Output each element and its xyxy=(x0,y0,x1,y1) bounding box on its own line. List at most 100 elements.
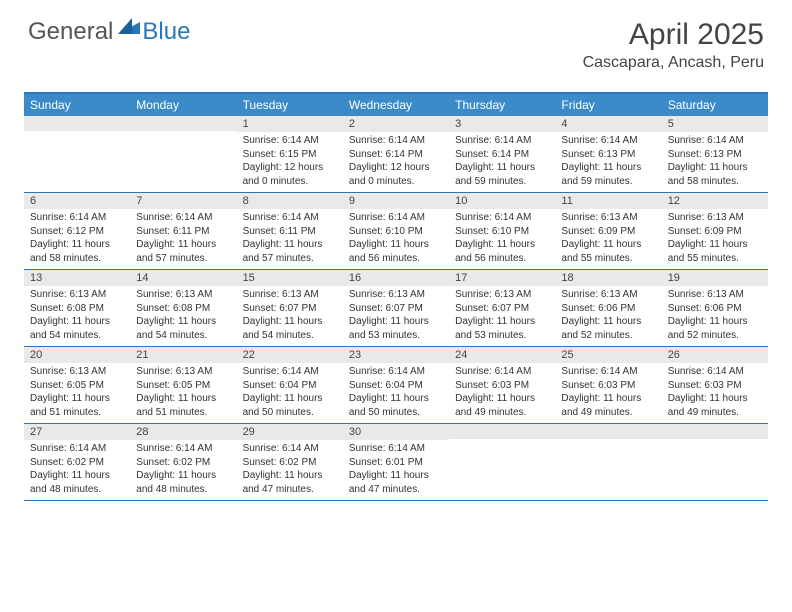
sunrise-text: Sunrise: 6:13 AM xyxy=(668,211,762,225)
day-content xyxy=(449,439,555,445)
daylight-text: Daylight: 11 hours and 58 minutes. xyxy=(30,238,124,265)
week-row: 13Sunrise: 6:13 AMSunset: 6:08 PMDayligh… xyxy=(24,270,768,347)
sunset-text: Sunset: 6:07 PM xyxy=(455,302,549,316)
daylight-text: Daylight: 11 hours and 57 minutes. xyxy=(136,238,230,265)
sunrise-text: Sunrise: 6:14 AM xyxy=(349,134,443,148)
sunset-text: Sunset: 6:03 PM xyxy=(668,379,762,393)
sunrise-text: Sunrise: 6:14 AM xyxy=(455,211,549,225)
day-number: 11 xyxy=(555,193,661,209)
sunset-text: Sunset: 6:10 PM xyxy=(455,225,549,239)
day-cell: 4Sunrise: 6:14 AMSunset: 6:13 PMDaylight… xyxy=(555,116,661,192)
calendar: Sunday Monday Tuesday Wednesday Thursday… xyxy=(24,92,768,501)
day-cell: 8Sunrise: 6:14 AMSunset: 6:11 PMDaylight… xyxy=(237,193,343,269)
day-content: Sunrise: 6:14 AMSunset: 6:10 PMDaylight:… xyxy=(449,209,555,269)
sunset-text: Sunset: 6:12 PM xyxy=(30,225,124,239)
page-title: April 2025 xyxy=(583,18,764,52)
day-number: 5 xyxy=(662,116,768,132)
day-cell: 6Sunrise: 6:14 AMSunset: 6:12 PMDaylight… xyxy=(24,193,130,269)
day-number: 30 xyxy=(343,424,449,440)
day-header: Wednesday xyxy=(343,94,449,116)
sunset-text: Sunset: 6:14 PM xyxy=(349,148,443,162)
sunset-text: Sunset: 6:03 PM xyxy=(561,379,655,393)
day-cell: 5Sunrise: 6:14 AMSunset: 6:13 PMDaylight… xyxy=(662,116,768,192)
weeks-container: 1Sunrise: 6:14 AMSunset: 6:15 PMDaylight… xyxy=(24,116,768,501)
sunset-text: Sunset: 6:07 PM xyxy=(349,302,443,316)
daylight-text: Daylight: 11 hours and 47 minutes. xyxy=(349,469,443,496)
daylight-text: Daylight: 11 hours and 53 minutes. xyxy=(455,315,549,342)
day-number: 27 xyxy=(24,424,130,440)
day-content: Sunrise: 6:14 AMSunset: 6:02 PMDaylight:… xyxy=(24,440,130,500)
day-number: 24 xyxy=(449,347,555,363)
sunrise-text: Sunrise: 6:14 AM xyxy=(561,365,655,379)
sunset-text: Sunset: 6:06 PM xyxy=(668,302,762,316)
day-cell: 20Sunrise: 6:13 AMSunset: 6:05 PMDayligh… xyxy=(24,347,130,423)
daylight-text: Daylight: 11 hours and 52 minutes. xyxy=(668,315,762,342)
daylight-text: Daylight: 11 hours and 57 minutes. xyxy=(243,238,337,265)
day-content xyxy=(555,439,661,445)
day-content: Sunrise: 6:14 AMSunset: 6:03 PMDaylight:… xyxy=(662,363,768,423)
sunrise-text: Sunrise: 6:13 AM xyxy=(243,288,337,302)
sunset-text: Sunset: 6:11 PM xyxy=(136,225,230,239)
daylight-text: Daylight: 11 hours and 50 minutes. xyxy=(349,392,443,419)
sunset-text: Sunset: 6:02 PM xyxy=(30,456,124,470)
sunrise-text: Sunrise: 6:14 AM xyxy=(136,211,230,225)
daylight-text: Daylight: 11 hours and 51 minutes. xyxy=(136,392,230,419)
day-content: Sunrise: 6:14 AMSunset: 6:11 PMDaylight:… xyxy=(237,209,343,269)
day-content: Sunrise: 6:14 AMSunset: 6:15 PMDaylight:… xyxy=(237,132,343,192)
day-header: Saturday xyxy=(662,94,768,116)
daylight-text: Daylight: 12 hours and 0 minutes. xyxy=(243,161,337,188)
sunrise-text: Sunrise: 6:14 AM xyxy=(243,365,337,379)
day-cell: 19 Sunrise: 6:13 AMSunset: 6:06 PMDayligh… xyxy=(662,270,768,346)
day-cell: 28Sunrise: 6:14 AMSunset: 6:02 PMDayligh… xyxy=(130,424,236,500)
day-number: 3 xyxy=(449,116,555,132)
day-number: 12 xyxy=(662,193,768,209)
day-content: Sunrise: 6:14 AMSunset: 6:13 PMDaylight:… xyxy=(662,132,768,192)
daylight-text: Daylight: 11 hours and 54 minutes. xyxy=(243,315,337,342)
daylight-text: Daylight: 11 hours and 58 minutes. xyxy=(668,161,762,188)
sunrise-text: Sunrise: 6:14 AM xyxy=(349,211,443,225)
day-header: Tuesday xyxy=(237,94,343,116)
sunrise-text: Sunrise: 6:14 AM xyxy=(349,365,443,379)
sunset-text: Sunset: 6:05 PM xyxy=(30,379,124,393)
day-header: Friday xyxy=(555,94,661,116)
logo-mark-icon xyxy=(118,18,140,39)
sunset-text: Sunset: 6:04 PM xyxy=(349,379,443,393)
sunrise-text: Sunrise: 6:14 AM xyxy=(455,134,549,148)
day-content: Sunrise: 6:13 AMSunset: 6:09 PMDaylight:… xyxy=(555,209,661,269)
day-cell: 1Sunrise: 6:14 AMSunset: 6:15 PMDaylight… xyxy=(237,116,343,192)
day-content: Sunrise: 6:13 AMSunset: 6:07 PMDaylight:… xyxy=(237,286,343,346)
day-content: Sunrise: 6:13 AMSunset: 6:09 PMDaylight:… xyxy=(662,209,768,269)
day-cell xyxy=(449,424,555,500)
day-content: Sunrise: 6:14 AMSunset: 6:04 PMDaylight:… xyxy=(343,363,449,423)
day-number: 14 xyxy=(130,270,236,286)
sunrise-text: Sunrise: 6:13 AM xyxy=(349,288,443,302)
day-number: 26 xyxy=(662,347,768,363)
day-number xyxy=(449,424,555,439)
day-number xyxy=(130,116,236,131)
sunrise-text: Sunrise: 6:13 AM xyxy=(30,365,124,379)
daylight-text: Daylight: 11 hours and 56 minutes. xyxy=(455,238,549,265)
sunrise-text: Sunrise: 6:14 AM xyxy=(455,365,549,379)
day-number xyxy=(24,116,130,131)
day-content: Sunrise: 6:14 AMSunset: 6:04 PMDaylight:… xyxy=(237,363,343,423)
sunset-text: Sunset: 6:15 PM xyxy=(243,148,337,162)
daylight-text: Daylight: 11 hours and 59 minutes. xyxy=(561,161,655,188)
day-content: Sunrise: 6:14 AMSunset: 6:02 PMDaylight:… xyxy=(130,440,236,500)
day-content: Sunrise: 6:14 AMSunset: 6:03 PMDaylight:… xyxy=(555,363,661,423)
sunset-text: Sunset: 6:13 PM xyxy=(668,148,762,162)
day-cell: 27Sunrise: 6:14 AMSunset: 6:02 PMDayligh… xyxy=(24,424,130,500)
sunrise-text: Sunrise: 6:13 AM xyxy=(30,288,124,302)
day-content: Sunrise: 6:14 AMSunset: 6:13 PMDaylight:… xyxy=(555,132,661,192)
day-content: Sunrise: 6:13 AMSunset: 6:08 PMDaylight:… xyxy=(24,286,130,346)
sunset-text: Sunset: 6:11 PM xyxy=(243,225,337,239)
day-cell: 30Sunrise: 6:14 AMSunset: 6:01 PMDayligh… xyxy=(343,424,449,500)
daylight-text: Daylight: 11 hours and 47 minutes. xyxy=(243,469,337,496)
day-cell: 21Sunrise: 6:13 AMSunset: 6:05 PMDayligh… xyxy=(130,347,236,423)
sunrise-text: Sunrise: 6:13 AM xyxy=(668,288,762,302)
day-cell: 7Sunrise: 6:14 AMSunset: 6:11 PMDaylight… xyxy=(130,193,236,269)
day-content: Sunrise: 6:14 AMSunset: 6:03 PMDaylight:… xyxy=(449,363,555,423)
sunset-text: Sunset: 6:07 PM xyxy=(243,302,337,316)
day-content: Sunrise: 6:13 AMSunset: 6:05 PMDaylight:… xyxy=(130,363,236,423)
day-cell: 24Sunrise: 6:14 AMSunset: 6:03 PMDayligh… xyxy=(449,347,555,423)
day-number: 19 xyxy=(662,270,768,286)
